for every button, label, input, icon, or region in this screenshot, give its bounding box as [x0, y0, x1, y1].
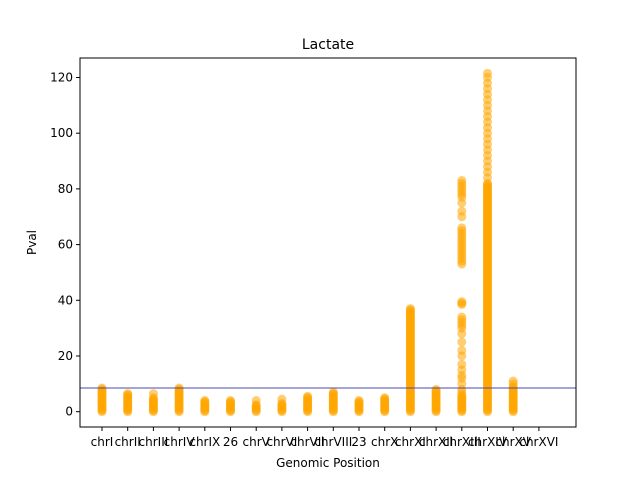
x-tick-label: chrXII — [419, 435, 453, 449]
x-tick-label: chrX — [371, 435, 398, 449]
data-point — [148, 389, 158, 399]
points-layer — [97, 68, 518, 417]
y-tick-label: 80 — [58, 182, 73, 196]
data-point — [483, 68, 492, 78]
data-point — [457, 206, 467, 216]
data-point — [251, 396, 261, 406]
y-tick-label: 40 — [58, 293, 73, 307]
y-tick-label: 20 — [58, 349, 73, 363]
x-tick-label: chrVII — [290, 435, 324, 449]
data-point — [328, 387, 338, 397]
data-point — [508, 376, 518, 386]
data-point — [457, 312, 467, 322]
data-point — [457, 223, 467, 233]
x-axis-label: Genomic Position — [276, 456, 380, 470]
x-tick-label: chrVI — [266, 435, 297, 449]
data-point — [457, 297, 467, 307]
data-point — [457, 337, 467, 347]
x-tick-label: chrXV — [495, 435, 531, 449]
x-tick-label: chrXVI — [519, 435, 558, 449]
y-tick-label: 100 — [50, 126, 73, 140]
data-point — [457, 176, 467, 186]
x-tick-label: chrXIII — [443, 435, 481, 449]
x-tick-label: 26 — [223, 435, 238, 449]
x-tick-label: chrII — [115, 435, 141, 449]
plot-frame — [79, 57, 577, 428]
data-point — [226, 396, 235, 406]
x-tick-label: 23 — [351, 435, 366, 449]
x-tick-label: chrV — [243, 435, 271, 449]
data-point — [354, 396, 364, 406]
data-point — [277, 394, 287, 404]
data-point — [123, 389, 133, 399]
data-point — [457, 359, 467, 369]
y-axis-ticks: 0 20 40 60 80 100 120 — [50, 70, 80, 419]
x-tick-label: chrIV — [164, 435, 196, 449]
x-tick-label: chrIX — [189, 435, 220, 449]
x-tick-label: chrXI — [395, 435, 426, 449]
data-point — [457, 345, 467, 355]
x-tick-label: chrXIV — [468, 435, 508, 449]
data-point — [405, 304, 415, 314]
y-axis-label: Pval — [25, 230, 39, 255]
x-tick-label: chrI — [91, 435, 114, 449]
data-point — [431, 384, 441, 394]
x-tick-label: chrVIII — [314, 435, 352, 449]
data-point — [200, 396, 210, 406]
y-tick-label: 0 — [65, 405, 73, 419]
y-tick-label: 120 — [50, 70, 73, 84]
y-tick-label: 60 — [58, 238, 73, 252]
chart-title: Lactate — [302, 37, 354, 53]
x-tick-label: chrIII — [139, 435, 169, 449]
data-point — [380, 393, 390, 403]
data-point — [303, 391, 313, 401]
